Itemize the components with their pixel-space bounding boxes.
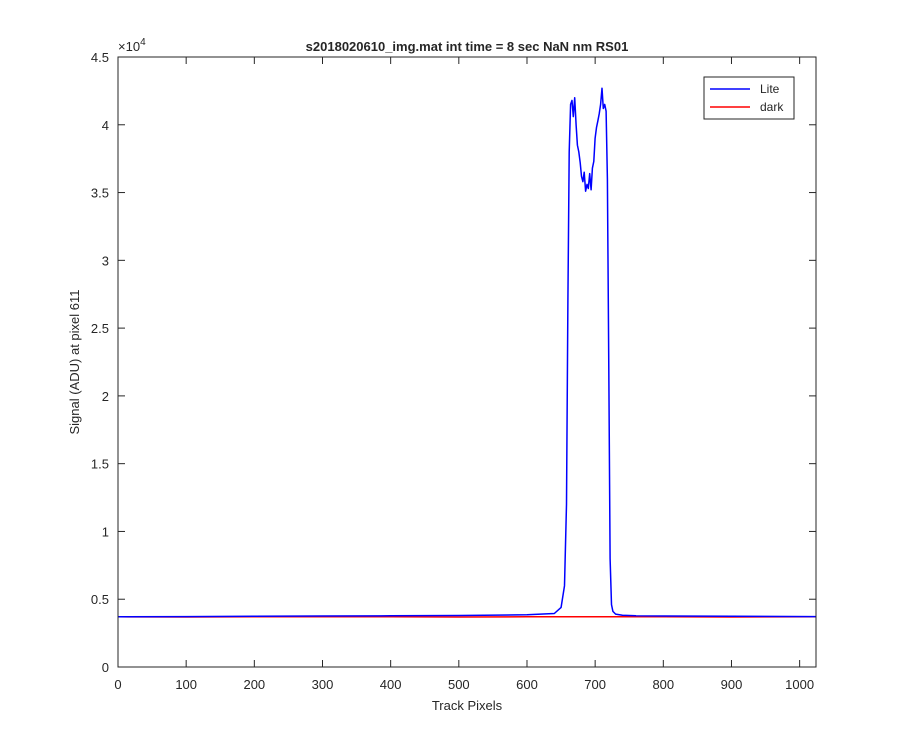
x-tick-label: 0 [114, 677, 121, 692]
chart-title: s2018020610_img.mat int time = 8 sec NaN… [306, 39, 629, 54]
x-axis-label: Track Pixels [432, 698, 503, 713]
y-tick-label: 0 [102, 660, 109, 675]
x-tick-label: 200 [243, 677, 265, 692]
y-tick-label: 4.5 [91, 50, 109, 65]
y-axis-label: Signal (ADU) at pixel 611 [67, 290, 82, 435]
legend-label-dark: dark [760, 100, 784, 114]
x-tick-label: 500 [448, 677, 470, 692]
y-tick-label: 3.5 [91, 186, 109, 201]
y-tick-label: 0.5 [91, 592, 109, 607]
plot-area [118, 57, 816, 667]
x-tick-label: 1000 [785, 677, 814, 692]
x-tick-label: 700 [584, 677, 606, 692]
legend-label-lite: Lite [760, 82, 780, 96]
y-tick-label: 2.5 [91, 321, 109, 336]
x-tick-label: 100 [175, 677, 197, 692]
x-tick-label: 300 [312, 677, 334, 692]
y-exponent-label: ×104 [118, 37, 146, 54]
y-tick-label: 1.5 [91, 457, 109, 472]
x-tick-label: 400 [380, 677, 402, 692]
x-tick-label: 600 [516, 677, 538, 692]
legend: Lite dark [704, 77, 794, 119]
y-tick-label: 1 [102, 524, 109, 539]
x-tick-label: 900 [721, 677, 743, 692]
y-tick-label: 2 [102, 389, 109, 404]
y-tick-label: 3 [102, 253, 109, 268]
y-tick-label: 4 [102, 118, 109, 133]
x-tick-label: 800 [652, 677, 674, 692]
